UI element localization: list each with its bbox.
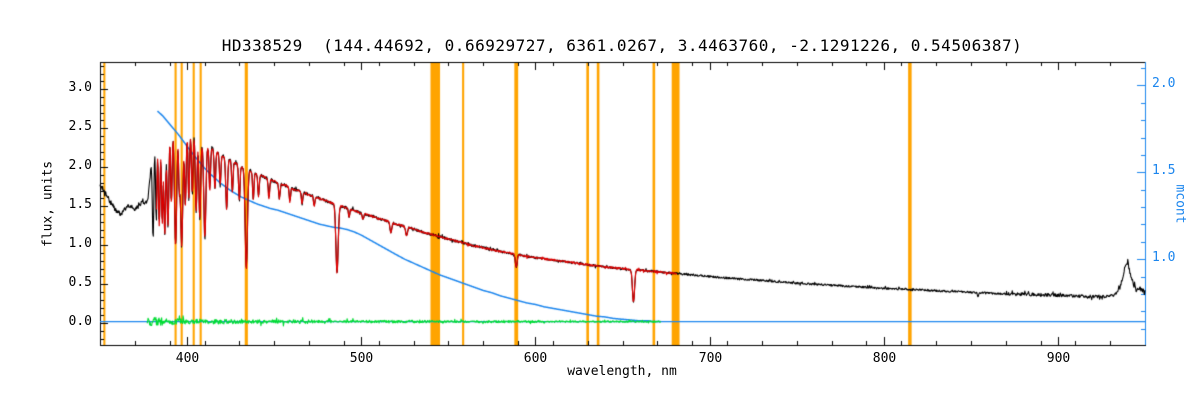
x-tick-label: 500 [349, 351, 374, 366]
y-tick-label-right: 1.5 [1152, 163, 1176, 179]
x-tick-label: 900 [1046, 351, 1071, 366]
x-tick-label: 400 [175, 351, 200, 366]
x-axis-label: wavelength, nm [567, 364, 677, 379]
x-tick-label: 800 [872, 351, 897, 366]
y-tick-label-left: 1.0 [68, 236, 92, 252]
y-tick-label-right: 2.0 [1152, 76, 1176, 92]
y-tick-label-right: 1.0 [1152, 250, 1176, 266]
y-tick-label-left: 2.0 [68, 158, 92, 174]
y-tick-label-left: 3.0 [68, 80, 92, 96]
y-tick-label-left: 2.5 [68, 119, 92, 135]
plot-title: HD338529 (144.44692, 0.66929727, 6361.02… [221, 36, 1023, 55]
x-tick-label: 700 [698, 351, 723, 366]
y-tick-label-left: 0.0 [68, 314, 92, 330]
y-axis-label-right: mcont [1172, 184, 1188, 224]
y-tick-label-left: 1.5 [68, 197, 92, 213]
x-tick-label: 600 [523, 351, 548, 366]
y-tick-label-left: 0.5 [68, 275, 92, 291]
